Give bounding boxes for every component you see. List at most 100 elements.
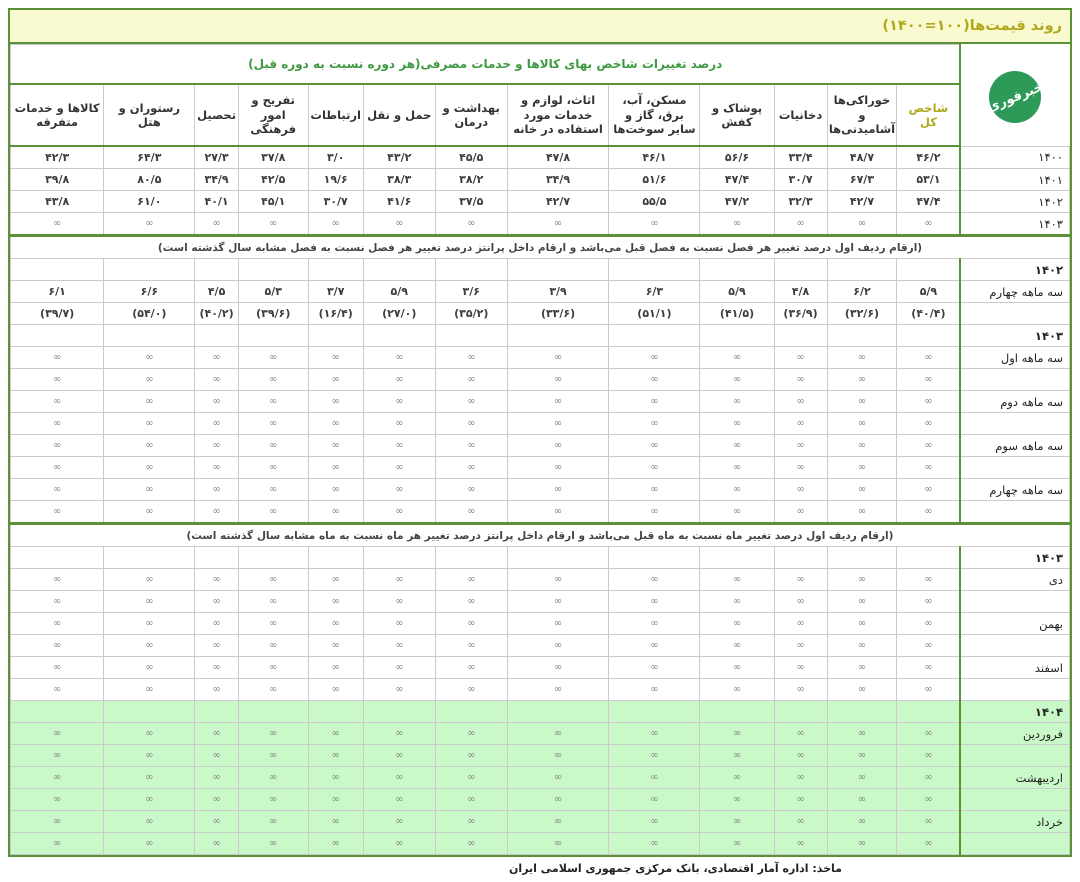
value-cell: ۳۰/۷ [773,168,828,191]
value-cell [9,258,105,281]
value-cell: ∞ [699,500,775,524]
value-cell: ∞ [826,346,898,369]
value-cell [896,324,961,347]
value-cell: ∞ [434,346,508,369]
value-cell: ∞ [826,810,898,833]
value-cell: ۶/۱ [9,280,105,303]
value-cell: (۵۴/۰) [103,302,196,325]
value-cell: ۲۷/۳ [194,145,239,169]
value-cell: ∞ [307,744,364,767]
value-cell [194,258,239,281]
value-cell: ∞ [362,590,436,613]
value-cell: ∞ [362,656,436,679]
value-cell: ∞ [506,832,610,855]
value-cell: ∞ [826,212,898,236]
value-cell: ∞ [307,832,364,855]
table-row: ∞ ∞ ∞ ∞ ∞ ∞ ∞ ∞ ∞ ∞ ∞ ∞ ∞ [9,500,1071,524]
value-cell: ∞ [699,810,775,833]
value-cell: ∞ [773,390,828,413]
value-cell: ∞ [434,368,508,391]
table-row: سه ماهه دوم ∞ ∞ ∞ ∞ ∞ ∞ ∞ ∞ ∞ ∞ ∞ ∞ ∞ [9,390,1071,413]
value-cell: ∞ [362,434,436,457]
value-cell: (۳۵/۲) [434,302,508,325]
value-cell: ∞ [773,678,828,701]
value-cell: ∞ [237,656,309,679]
value-cell [773,546,828,569]
value-cell: ∞ [699,390,775,413]
value-cell: ∞ [362,612,436,635]
value-cell: ∞ [826,478,898,501]
year-header-row: ۱۴۰۳ [9,324,1071,347]
value-cell: ∞ [826,368,898,391]
value-cell: ۴۲/۵ [237,168,309,191]
value-cell: ∞ [896,434,961,457]
value-cell: ۵۱/۶ [608,168,701,191]
value-cell: ۵۵/۵ [608,190,701,213]
value-cell: ∞ [103,568,196,591]
value-cell: ∞ [434,810,508,833]
period-label: ۱۴۰۰ [959,145,1071,169]
value-cell: ۴۵/۵ [434,145,508,169]
value-cell: ∞ [896,788,961,811]
value-cell: (۴۰/۴) [896,302,961,325]
value-cell: ∞ [506,390,610,413]
value-cell: ۴۲/۳ [9,145,105,169]
value-cell [103,324,196,347]
value-cell: ∞ [608,722,701,745]
value-cell: ∞ [103,722,196,745]
value-cell: ∞ [826,788,898,811]
value-cell [826,700,898,723]
value-cell: ۳۰/۷ [307,190,364,213]
value-cell: ∞ [608,810,701,833]
value-cell: ۴۶/۱ [608,145,701,169]
value-cell: ∞ [506,788,610,811]
value-cell: ∞ [699,678,775,701]
year-header-row: ۱۴۰۲ [9,258,1071,281]
period-label [959,456,1071,479]
value-cell [434,324,508,347]
value-cell: ∞ [194,810,239,833]
value-cell [826,324,898,347]
value-cell: ∞ [434,390,508,413]
period-label [959,634,1071,657]
value-cell: ∞ [307,678,364,701]
value-cell: (۴۱/۵) [699,302,775,325]
value-cell: ∞ [506,434,610,457]
value-cell: ∞ [103,766,196,789]
section-note: (ارقام ردیف اول درصد تغییر ماه نسبت به م… [10,522,1070,547]
title-bar: روند قیمت‌ها(۱۴۰۰=۱۰۰) [10,10,1070,44]
value-cell: ∞ [773,212,828,236]
logo-cell: خبرفوری [959,44,1070,147]
value-cell: ∞ [237,500,309,524]
value-cell: ∞ [434,788,508,811]
table-row: ∞ ∞ ∞ ∞ ∞ ∞ ∞ ∞ ∞ ∞ ∞ ∞ ∞ [9,832,1071,855]
value-cell: ∞ [9,744,105,767]
value-cell: ۳/۶ [434,280,508,303]
value-cell [362,700,436,723]
period-label: ۱۴۰۳ [959,212,1071,236]
value-cell: ∞ [9,456,105,479]
value-cell: ∞ [699,456,775,479]
section-note-row: (ارقام ردیف اول درصد تغییر ماه نسبت به م… [10,522,1070,547]
value-cell: ∞ [237,722,309,745]
value-cell: ∞ [699,346,775,369]
value-cell: ∞ [362,678,436,701]
value-cell: ∞ [434,744,508,767]
value-cell: ∞ [608,346,701,369]
value-cell: ∞ [826,590,898,613]
value-cell: ۳۸/۳ [362,168,436,191]
value-cell: ∞ [194,788,239,811]
value-cell: ∞ [194,766,239,789]
subtitle-row: خبرفوری درصد تغییرات شاخص بهای کالاها و … [10,44,1070,147]
value-cell: (۳۹/۷) [9,302,105,325]
value-cell: ∞ [506,634,610,657]
value-cell [307,700,364,723]
value-cell: ∞ [9,656,105,679]
value-cell: ∞ [826,412,898,435]
value-cell: ∞ [608,832,701,855]
value-cell: ∞ [699,788,775,811]
period-label: ۱۴۰۲ [959,190,1071,213]
value-cell: ∞ [103,634,196,657]
value-cell: ∞ [699,832,775,855]
value-cell: ∞ [103,434,196,457]
